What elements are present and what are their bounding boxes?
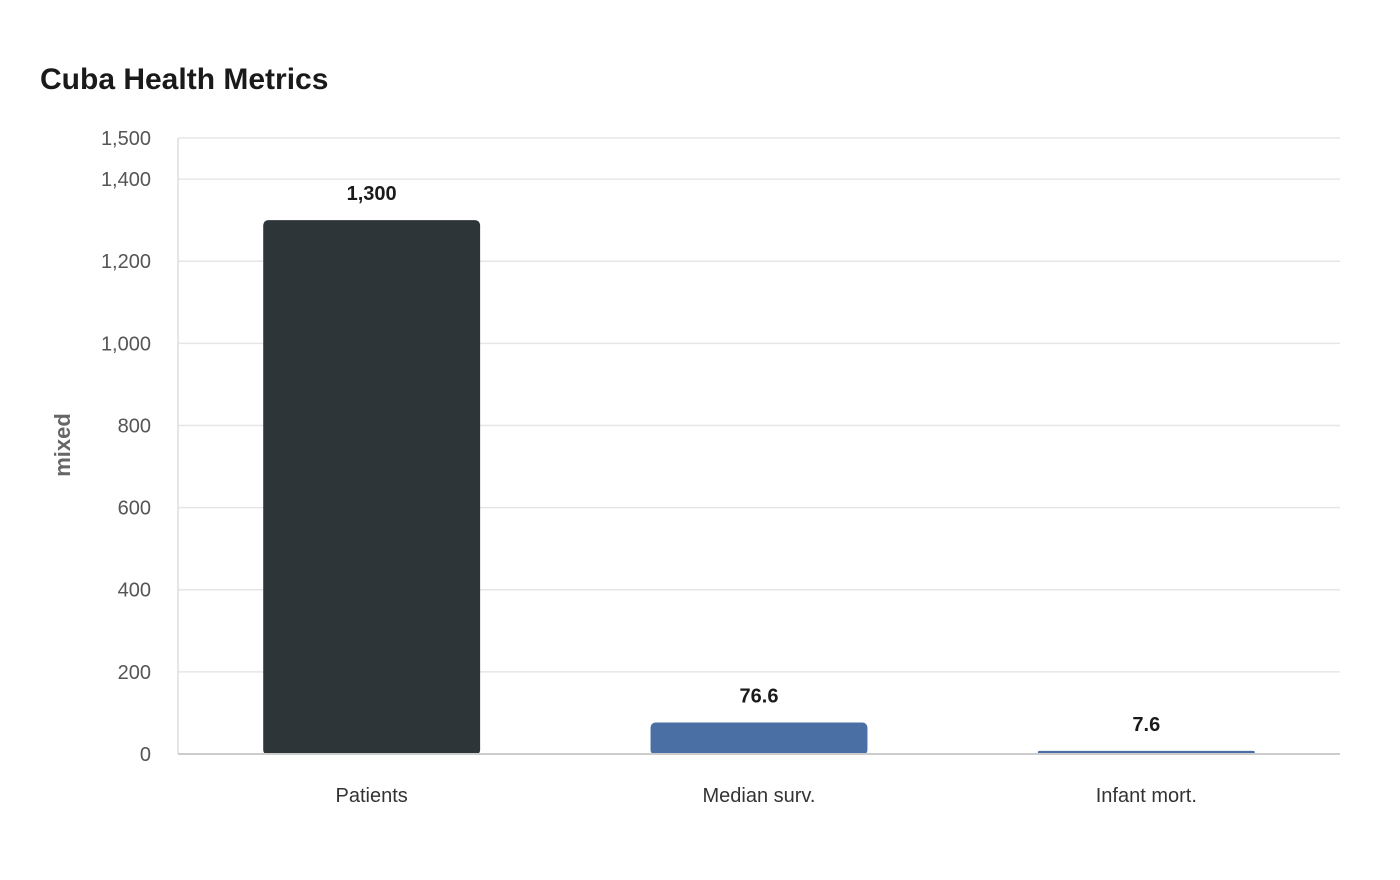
y-tick-label: 400 [118, 580, 151, 602]
bar-value-label: 76.6 [740, 686, 779, 708]
bar [263, 220, 481, 756]
y-tick-label: 1,500 [101, 128, 151, 150]
axes [177, 138, 1340, 755]
bar [650, 722, 868, 755]
bar-value-label: 7.6 [1132, 714, 1160, 736]
y-tick-label: 200 [118, 662, 151, 684]
y-tick-label: 0 [140, 744, 151, 766]
y-tick-label: 1,200 [101, 251, 151, 273]
chart-title: Cuba Health Metrics [40, 63, 329, 96]
y-tick-label: 600 [118, 498, 151, 520]
bars [263, 220, 1255, 756]
x-category-label: Infant mort. [1096, 785, 1197, 807]
y-tick-label: 1,400 [101, 169, 151, 191]
y-tick-label: 1,000 [101, 333, 151, 355]
bar-value-label: 1,300 [347, 183, 397, 205]
y-tick-label: 800 [118, 415, 151, 437]
x-category-label: Median surv. [702, 785, 815, 807]
y-axis-title: mixed [50, 413, 75, 477]
labels: 0 200 400 600 800 1,000 1,200 1,400 1,500 1,300 Pa… [101, 128, 1197, 807]
x-category-label: Patients [336, 785, 408, 807]
